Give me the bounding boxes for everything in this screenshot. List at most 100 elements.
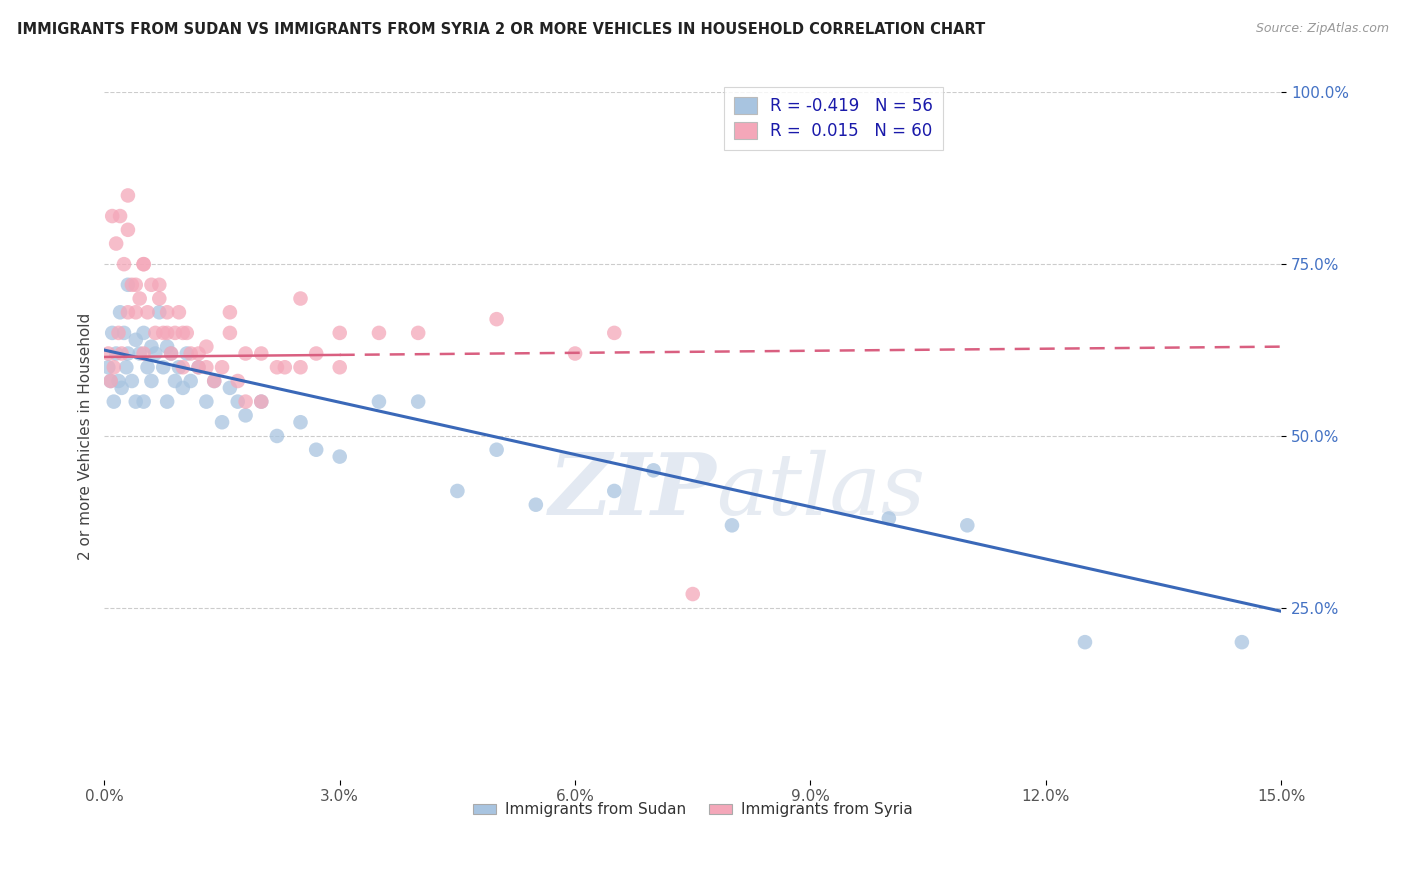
Point: [524, 498, 547, 512]
Text: IMMIGRANTS FROM SUDAN VS IMMIGRANTS FROM SYRIA 2 OR MORE VEHICLES IN HOUSEHOLD C: IMMIGRANTS FROM SUDAN VS IMMIGRANTS FROM…: [17, 22, 986, 37]
Point: [167, 305, 190, 319]
Point: [406, 394, 429, 409]
Point: [100, 374, 122, 388]
Point: [117, 277, 139, 292]
Point: [305, 346, 328, 360]
Point: [112, 257, 135, 271]
Point: [148, 305, 170, 319]
Point: [274, 360, 297, 375]
Point: [125, 305, 148, 319]
Point: [121, 374, 143, 388]
Point: [105, 236, 128, 251]
Point: [956, 518, 979, 533]
Point: [125, 277, 148, 292]
Point: [156, 326, 179, 340]
Point: [145, 326, 167, 340]
Point: [97, 346, 120, 360]
Point: [128, 292, 150, 306]
Point: [721, 518, 744, 533]
Point: [290, 292, 312, 306]
Point: [329, 360, 352, 375]
Point: [111, 346, 134, 360]
Text: ZIP: ZIP: [548, 450, 716, 533]
Point: [103, 394, 125, 409]
Point: [125, 394, 148, 409]
Point: [108, 305, 131, 319]
Point: [97, 360, 120, 375]
Point: [368, 394, 391, 409]
Point: [152, 360, 174, 375]
Text: Source: ZipAtlas.com: Source: ZipAtlas.com: [1256, 22, 1389, 36]
Point: [125, 333, 148, 347]
Point: [176, 326, 198, 340]
Point: [235, 409, 257, 423]
Point: [250, 394, 273, 409]
Point: [160, 346, 183, 360]
Point: [266, 360, 288, 375]
Point: [148, 277, 170, 292]
Point: [211, 360, 233, 375]
Point: [141, 340, 163, 354]
Point: [163, 326, 186, 340]
Point: [219, 326, 242, 340]
Point: [107, 326, 129, 340]
Legend: Immigrants from Sudan, Immigrants from Syria: Immigrants from Sudan, Immigrants from S…: [467, 797, 920, 823]
Point: [235, 346, 257, 360]
Point: [107, 374, 129, 388]
Point: [112, 326, 135, 340]
Point: [180, 374, 202, 388]
Point: [141, 374, 163, 388]
Point: [105, 346, 128, 360]
Point: [101, 209, 124, 223]
Point: [163, 374, 186, 388]
Point: [136, 305, 159, 319]
Point: [290, 360, 312, 375]
Point: [132, 346, 155, 360]
Point: [145, 346, 167, 360]
Point: [195, 340, 218, 354]
Point: [172, 381, 194, 395]
Point: [121, 277, 143, 292]
Point: [176, 346, 198, 360]
Point: [141, 277, 163, 292]
Y-axis label: 2 or more Vehicles in Household: 2 or more Vehicles in Household: [79, 312, 93, 559]
Point: [101, 326, 124, 340]
Point: [211, 415, 233, 429]
Point: [148, 292, 170, 306]
Point: [152, 326, 174, 340]
Point: [1074, 635, 1097, 649]
Point: [115, 360, 138, 375]
Point: [117, 305, 139, 319]
Point: [132, 257, 155, 271]
Point: [564, 346, 586, 360]
Point: [187, 346, 209, 360]
Point: [187, 360, 209, 375]
Point: [202, 374, 225, 388]
Point: [132, 257, 155, 271]
Point: [202, 374, 225, 388]
Point: [643, 463, 665, 477]
Point: [172, 360, 194, 375]
Point: [877, 511, 900, 525]
Point: [111, 381, 134, 395]
Point: [187, 360, 209, 375]
Point: [108, 209, 131, 223]
Point: [603, 483, 626, 498]
Point: [195, 360, 218, 375]
Point: [250, 346, 273, 360]
Point: [136, 360, 159, 375]
Point: [1230, 635, 1253, 649]
Point: [160, 346, 183, 360]
Point: [266, 429, 288, 443]
Point: [329, 326, 352, 340]
Point: [485, 312, 508, 326]
Point: [603, 326, 626, 340]
Point: [195, 394, 218, 409]
Point: [682, 587, 704, 601]
Point: [103, 360, 125, 375]
Point: [329, 450, 352, 464]
Point: [406, 326, 429, 340]
Point: [180, 346, 202, 360]
Point: [485, 442, 508, 457]
Point: [226, 374, 249, 388]
